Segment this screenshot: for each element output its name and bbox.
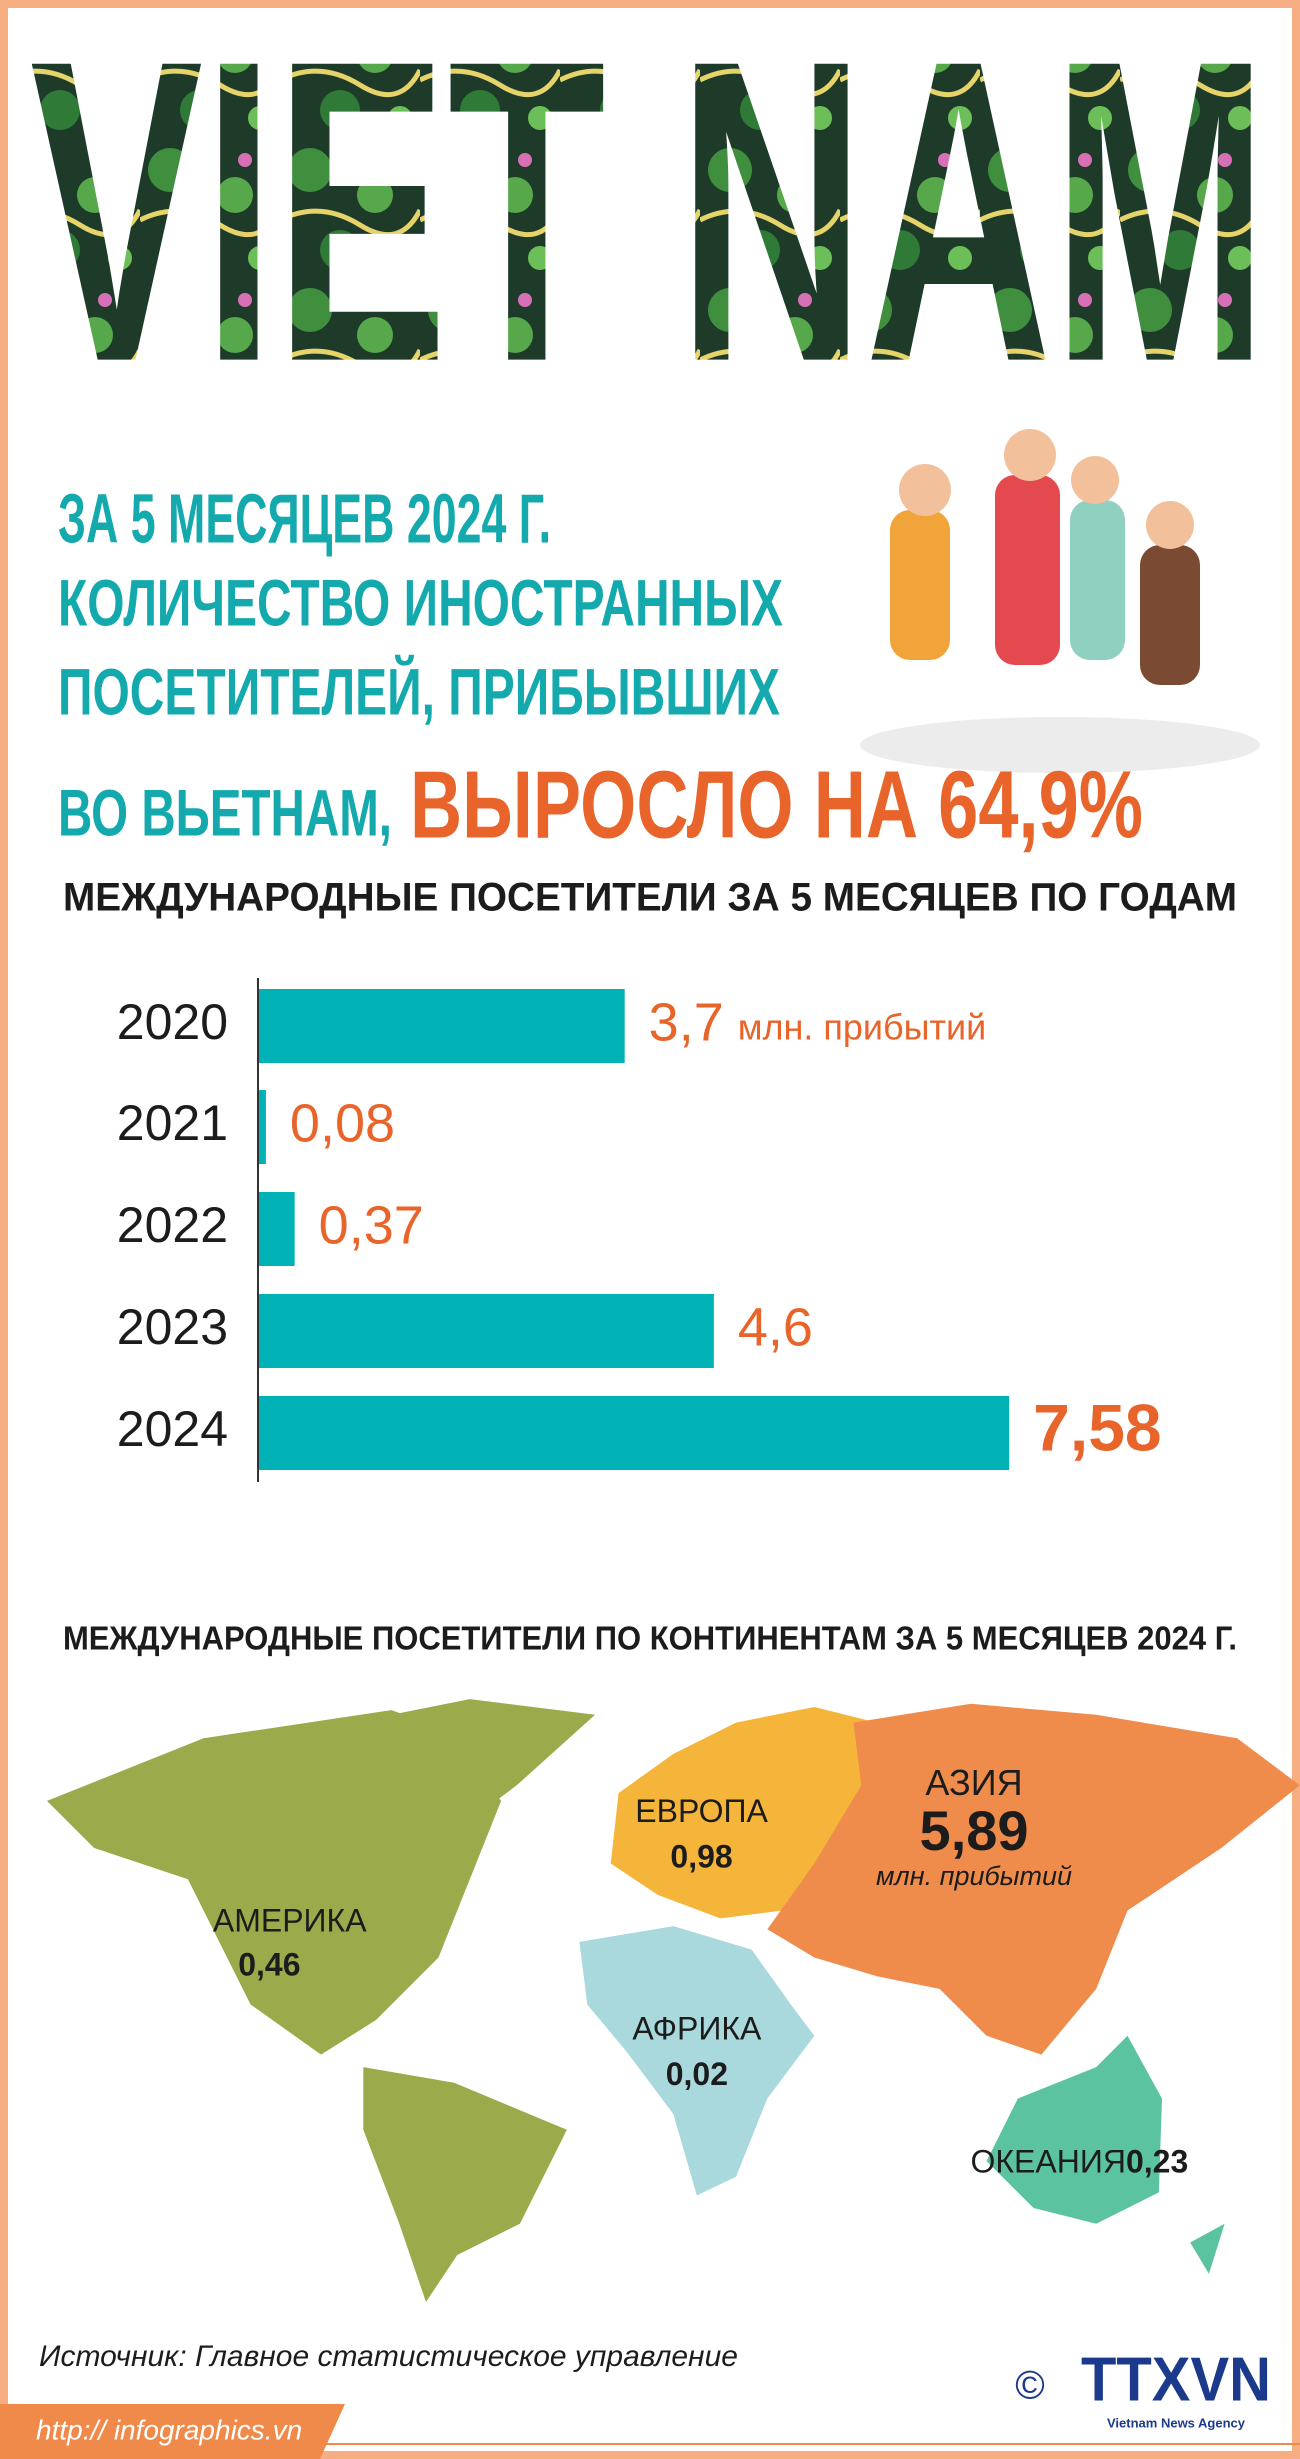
source-note: Источник: Главное статистическое управле… [39,2340,738,2373]
region-label: ОКЕАНИЯ [971,2144,1126,2180]
y-tick-label: 2023 [117,1299,228,1355]
footer-band [0,2404,345,2459]
map-title: МЕЖДУНАРОДНЫЕ ПОСЕТИТЕЛИ ПО КОНТИНЕНТАМ … [63,1620,1237,1657]
copyright: © [1015,2364,1044,2408]
continent [610,1706,877,1919]
value-label: 7,58 [1033,1390,1161,1464]
headline-line: ПОСЕТИТЕЛЕЙ, ПРИБЫВШИХ [58,653,780,728]
bar [258,989,625,1063]
value-label: 0,37 [319,1195,424,1255]
region-value: 0,02 [666,2056,728,2092]
unit-label: млн. прибытий [738,1007,986,1048]
agency-subtitle: Vietnam News Agency [1107,2415,1246,2430]
continent [1190,2223,1225,2274]
y-tick-label: 2022 [117,1197,228,1253]
chart-title: МЕЖДУНАРОДНЫЕ ПОСЕТИТЕЛИ ЗА 5 МЕСЯЦЕВ ПО… [63,876,1237,920]
y-tick-label: 2020 [117,994,228,1050]
region-label: АЗИЯ [925,1762,1022,1803]
tourists-illustration [860,429,1260,773]
headline-line: КОЛИЧЕСТВО ИНОСТРАННЫХ [58,565,783,639]
region-label: АМЕРИКА [213,1903,367,1939]
headline-line: ВО ВЬЕТНАМ, [58,775,392,849]
bar [258,1090,266,1164]
region-value: 0,23 [1126,2144,1188,2180]
value-label: 0,08 [290,1093,395,1153]
headline-line: ЗА 5 МЕСЯЦЕВ 2024 Г. [58,479,551,557]
agency-logo: TTXVN [1081,2345,1271,2414]
continent [767,1703,1300,2055]
continent [391,1699,596,1833]
continent [986,2035,1162,2224]
y-tick-label: 2021 [117,1095,228,1151]
value-label: 3,7 [649,992,724,1052]
unit-label: млн. прибытий [876,1861,1072,1891]
continent [363,2067,567,2303]
hero-title: VIET NAM [30,0,1268,452]
continent [46,1710,502,2055]
region-label: ЕВРОПА [635,1793,768,1829]
bar [258,1192,295,1266]
bar [258,1396,1010,1470]
region-label: АФРИКА [632,2011,762,2047]
value-label: 4,6 [738,1297,813,1357]
continent [579,1926,815,2196]
footer-url: http:// infographics.vn [36,2414,302,2445]
region-value: 0,98 [670,1838,732,1874]
bar [258,1294,714,1368]
y-tick-label: 2024 [117,1401,228,1457]
headline-highlight: ВЫРОСЛО НА 64,9% [410,751,1143,858]
bar-chart: 2020 3,7 млн. прибытий 2021 0,08 2022 0,37 2023… [117,978,1162,1482]
region-value: 5,89 [920,1799,1029,1862]
region-value: 0,46 [238,1946,300,1982]
